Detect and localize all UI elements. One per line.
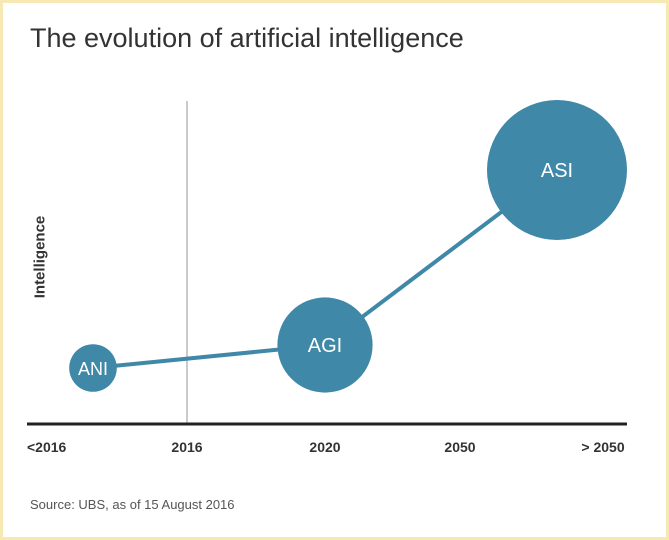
x-tick-label: 2050 [444, 439, 475, 455]
source-note: Source: UBS, as of 15 August 2016 [30, 497, 235, 512]
bubble-agi [277, 297, 373, 393]
chart-title: The evolution of artificial intelligence [30, 23, 464, 53]
x-tick-label: 2020 [309, 439, 340, 455]
bubble-label-asi: ASI [541, 160, 573, 182]
x-tick-label: <2016 [27, 439, 67, 455]
x-tick-label: > 2050 [581, 439, 624, 455]
x-tick-label: 2016 [171, 439, 202, 455]
bubble-asi [487, 100, 627, 240]
bubble-label-agi: AGI [308, 335, 342, 357]
bubble-label-ani: ANI [78, 359, 108, 379]
bubble-ani [69, 344, 117, 392]
